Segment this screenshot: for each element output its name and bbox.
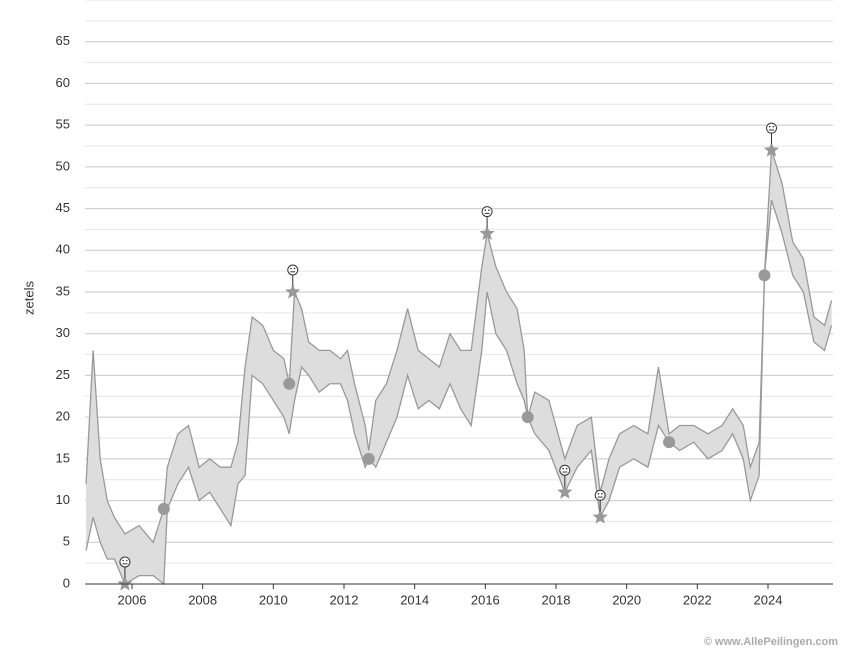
smiley-eye: [768, 125, 771, 128]
smiley-face: [119, 556, 131, 568]
extreme-star: [117, 576, 133, 591]
x-tick-label: 2018: [542, 592, 571, 607]
y-tick-label: 35: [56, 283, 70, 298]
x-tick-label: 2014: [400, 592, 429, 607]
x-tick-label: 2012: [330, 592, 359, 607]
y-tick-label: 50: [56, 158, 70, 173]
x-tick-label: 2006: [118, 592, 147, 607]
plot-area: [85, 0, 833, 585]
y-tick-label: 55: [56, 117, 70, 132]
smiley-eye: [290, 267, 292, 270]
y-tick-label: 40: [56, 242, 70, 257]
x-tick-label: 2008: [188, 592, 217, 607]
extreme-star: [592, 509, 608, 524]
x-tick-label: 2022: [683, 592, 712, 607]
smiley-eye: [125, 559, 128, 562]
extreme-star: [763, 142, 780, 157]
band-high-line: [85, 149, 833, 544]
x-tick-label: 2024: [754, 592, 783, 607]
election-result: [362, 452, 375, 465]
y-tick-label: 10: [56, 492, 70, 507]
smiley-face: [559, 464, 571, 476]
y-tick-label: 60: [56, 75, 70, 90]
y-tick-label: 0: [63, 575, 70, 590]
smiley-eye: [484, 209, 487, 211]
x-tick-label: 2020: [612, 592, 641, 607]
extreme-star: [285, 284, 301, 299]
election-result: [758, 269, 771, 282]
smiley-eye: [488, 209, 490, 211]
y-axis-label: zetels: [21, 281, 36, 315]
smiley-eye: [293, 267, 296, 270]
smiley-face: [287, 264, 299, 276]
election-result: [157, 502, 170, 515]
y-tick-label: 20: [56, 409, 70, 424]
smiley-eye: [565, 467, 568, 470]
x-tick-label: 2010: [259, 592, 288, 607]
smiley-face: [594, 489, 606, 501]
election-result: [663, 436, 676, 449]
election-result: [283, 377, 296, 390]
smiley-face: [766, 122, 778, 134]
smiley-face: [481, 206, 493, 218]
x-tick-label: 2016: [471, 592, 500, 607]
smiley-eye: [122, 559, 124, 562]
election-result: [521, 411, 534, 424]
smiley-eye: [772, 125, 775, 128]
extreme-star: [479, 225, 495, 241]
y-tick-label: 25: [56, 367, 70, 382]
y-tick-label: 30: [56, 325, 70, 340]
y-tick-label: 65: [56, 33, 70, 48]
credit: © www.AllePeilingen.com: [704, 636, 838, 648]
y-tick-label: 15: [56, 450, 70, 465]
band-area: [86, 150, 832, 584]
y-tick-label: 5: [63, 534, 70, 549]
y-tick-label: 45: [56, 200, 70, 215]
band-low-line: [85, 200, 833, 586]
smiley-eye: [601, 492, 603, 495]
smiley-eye: [597, 492, 600, 495]
smiley-eye: [562, 467, 564, 470]
extreme-star: [557, 484, 573, 499]
